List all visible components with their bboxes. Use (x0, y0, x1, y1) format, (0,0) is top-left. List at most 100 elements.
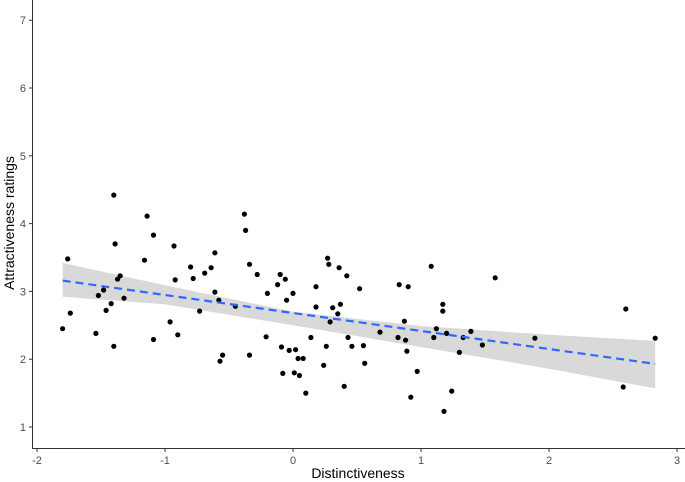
data-point (175, 332, 181, 338)
data-point (188, 264, 194, 270)
confidence-band (62, 262, 656, 389)
x-ticks: -2 -1 0 1 2 3 (32, 448, 680, 467)
data-point (377, 329, 383, 335)
y-tick-label: 1 (20, 422, 26, 434)
data-point (60, 326, 66, 332)
data-point (65, 256, 71, 262)
data-point (327, 319, 333, 325)
data-point (67, 310, 73, 316)
data-point (336, 265, 342, 271)
data-point (308, 334, 314, 341)
data-point (300, 355, 306, 362)
data-point (111, 343, 117, 349)
data-point (341, 383, 347, 389)
data-point (405, 284, 411, 290)
data-point (396, 282, 402, 288)
data-point (291, 370, 297, 376)
data-point (349, 343, 355, 349)
data-point (246, 261, 253, 267)
y-axis-title: Attractiveness ratings (1, 156, 17, 290)
data-point (408, 394, 414, 400)
data-point (440, 301, 446, 307)
data-point (208, 265, 214, 271)
data-point (172, 277, 178, 283)
y-tick-label: 4 (20, 219, 26, 231)
trend-line (62, 279, 656, 365)
data-point (167, 319, 173, 325)
y-tick-label: 3 (20, 286, 26, 298)
data-point (431, 334, 437, 341)
data-point (337, 301, 343, 307)
data-point (286, 347, 292, 353)
data-point (197, 308, 203, 314)
data-point (202, 270, 208, 276)
points-layer (60, 192, 658, 414)
data-point (282, 276, 288, 282)
data-point (325, 255, 331, 261)
data-point (217, 358, 223, 364)
data-point (103, 307, 109, 313)
y-ticks: 1 2 3 4 5 6 7 (20, 15, 33, 434)
y-tick-label: 2 (20, 354, 26, 366)
confidence-band-layer (62, 262, 656, 389)
x-tick-label: -2 (32, 455, 42, 467)
data-point (144, 213, 150, 219)
data-point (254, 271, 260, 278)
data-point (93, 330, 99, 336)
data-point (313, 284, 319, 290)
data-point (652, 335, 658, 341)
data-point (290, 290, 296, 296)
data-point (623, 306, 629, 312)
data-point (456, 349, 462, 355)
data-point (190, 275, 196, 282)
data-point (433, 326, 439, 332)
data-point (280, 370, 286, 376)
data-point (440, 308, 446, 314)
data-point (101, 287, 107, 293)
data-point (344, 273, 350, 279)
data-point (111, 192, 117, 198)
data-point (395, 334, 401, 341)
data-point (323, 343, 329, 349)
data-point (284, 297, 290, 303)
data-point (112, 241, 118, 247)
y-tick-label: 7 (20, 15, 26, 27)
data-point (220, 352, 226, 358)
x-tick-label: 1 (418, 455, 424, 467)
x-tick-label: -1 (160, 455, 170, 467)
data-point (121, 295, 127, 301)
x-tick-label: 2 (546, 455, 552, 467)
data-point (263, 334, 269, 340)
data-point (275, 282, 281, 288)
y-tick-label: 5 (20, 151, 26, 163)
data-point (150, 336, 157, 343)
data-point (620, 384, 626, 390)
data-point (278, 344, 285, 350)
data-point (428, 263, 434, 269)
data-point (246, 352, 253, 358)
data-point (362, 360, 368, 366)
data-point (403, 337, 409, 343)
data-point (345, 334, 351, 341)
data-point (296, 372, 302, 379)
data-point (444, 330, 450, 336)
data-point (360, 343, 366, 349)
data-point (414, 368, 420, 374)
data-point (441, 408, 447, 414)
data-point (404, 348, 410, 354)
data-point (479, 342, 485, 348)
data-point (357, 286, 363, 292)
data-point (293, 347, 299, 353)
data-point (277, 271, 283, 278)
data-point (95, 292, 101, 299)
data-point (108, 301, 114, 307)
data-point (150, 232, 157, 238)
data-point (532, 335, 538, 341)
data-point (335, 311, 341, 317)
data-point (141, 257, 148, 263)
data-point (468, 328, 474, 334)
data-point (212, 250, 218, 256)
data-point (326, 261, 332, 267)
